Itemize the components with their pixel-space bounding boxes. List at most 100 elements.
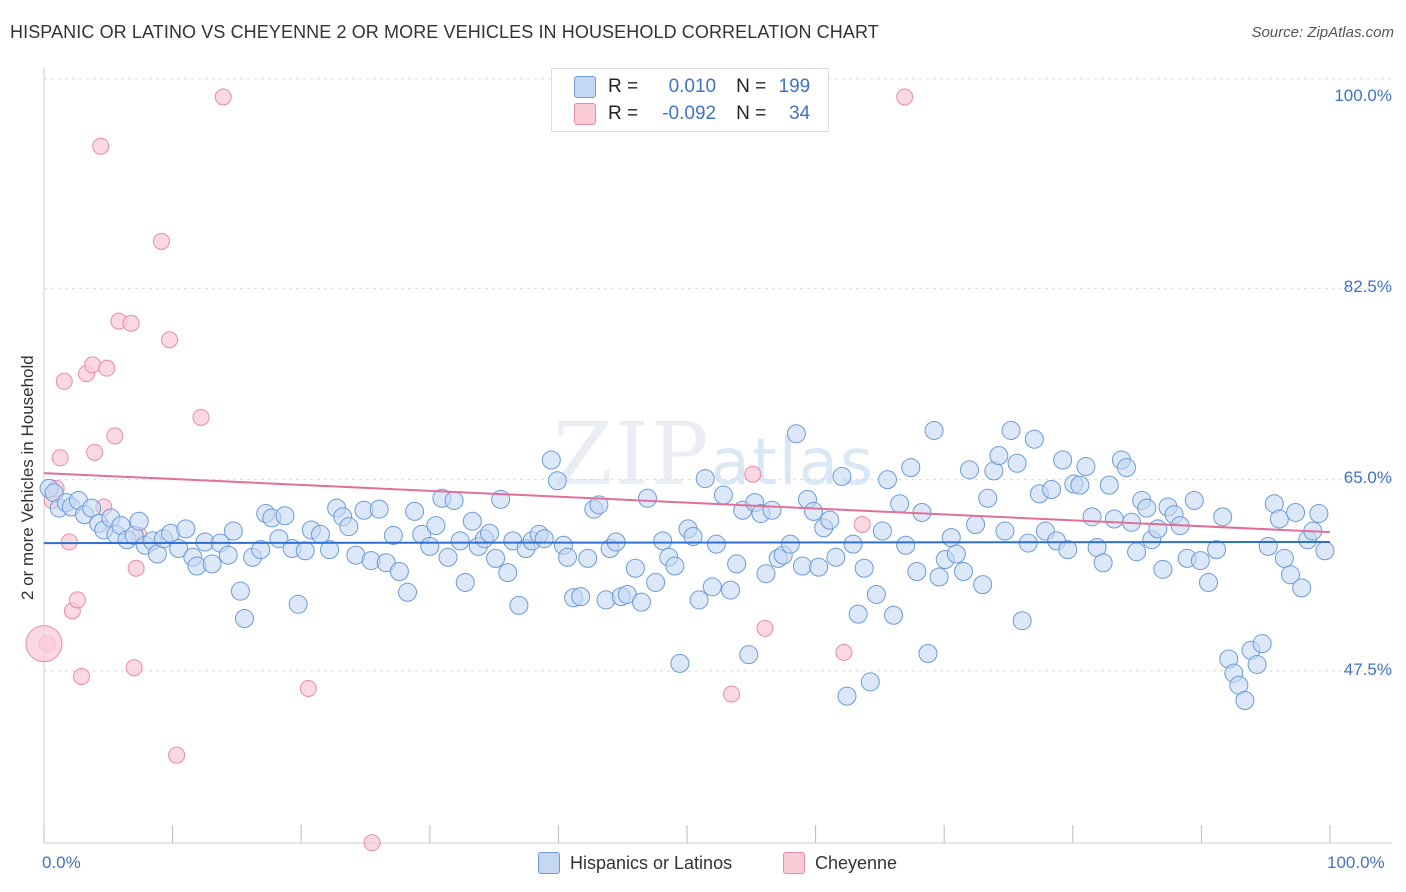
hispanic-point <box>1252 634 1272 654</box>
hispanic-point <box>670 653 690 673</box>
hispanic-point <box>547 471 567 491</box>
hispanic-point <box>896 535 916 555</box>
chart-title: HISPANIC OR LATINO VS CHEYENNE 2 OR MORE… <box>10 22 879 42</box>
hispanic-point <box>1235 691 1255 711</box>
trend-lines <box>43 472 1331 545</box>
hispanic-point <box>1198 572 1218 592</box>
cheyenne-point <box>723 685 741 703</box>
legend-n-value: 199 <box>778 76 811 97</box>
hispanic-point <box>1042 480 1062 500</box>
hispanic-point <box>1269 509 1289 529</box>
hispanic-point <box>444 490 464 510</box>
legend-row-cheyenne: R = -0.092 N = 34 <box>574 102 810 126</box>
legend-r-value: 0.010 <box>668 76 717 97</box>
hispanic-point <box>1076 457 1096 477</box>
hispanic-point <box>1258 536 1278 556</box>
hispanic-point <box>251 540 271 560</box>
hispanic-point <box>1148 519 1168 539</box>
cheyenne-point <box>72 667 90 685</box>
legend-swatch-cheyenne <box>574 103 596 125</box>
hispanic-point <box>695 469 715 489</box>
hispanic-point <box>907 562 927 582</box>
hispanic-point <box>1190 551 1210 571</box>
hispanic-point <box>625 558 645 578</box>
y-axis-label: 2 or more Vehicles in Household <box>18 355 37 600</box>
cheyenne-point <box>122 314 140 332</box>
cheyenne-points <box>25 88 914 852</box>
hispanic-point <box>169 539 189 559</box>
y-tick-label: 47.5% <box>1343 660 1392 679</box>
hispanic-trend-line <box>43 540 1331 545</box>
hispanic-point <box>455 572 475 592</box>
cheyenne-point <box>168 746 186 764</box>
hispanic-point <box>509 595 529 615</box>
cheyenne-point <box>756 619 774 637</box>
y-tick-label: 82.5% <box>1343 277 1392 296</box>
hispanic-point <box>486 548 506 568</box>
hispanic-point <box>683 527 703 547</box>
hispanic-point <box>1007 453 1027 473</box>
hispanic-point <box>860 672 880 692</box>
bottom-legend-cheyenne[interactable]: Cheyenne <box>783 852 897 874</box>
hispanic-point <box>995 521 1015 541</box>
hispanic-point <box>953 562 973 582</box>
watermark: ZIPatlas <box>553 405 875 505</box>
hispanic-point <box>1309 504 1329 524</box>
cheyenne-point <box>744 465 762 483</box>
hispanic-point <box>405 501 425 521</box>
hispanic-point <box>665 556 685 576</box>
hispanic-point <box>837 686 857 706</box>
cheyenne-trend-line <box>43 472 1331 534</box>
hispanic-point <box>929 567 949 587</box>
bottom-legend-swatch-hispanic <box>538 852 560 874</box>
hispanic-point <box>480 523 500 543</box>
hispanic-point <box>631 592 651 612</box>
hispanic-point <box>1315 541 1335 561</box>
bottom-legend-swatch-cheyenne <box>783 852 805 874</box>
hispanic-point <box>713 485 733 505</box>
hispanic-point <box>960 460 980 480</box>
hispanic-point <box>571 587 591 607</box>
legend-r-value: -0.092 <box>662 103 717 124</box>
cheyenne-point <box>214 88 232 106</box>
legend-r-label: R = <box>608 103 639 124</box>
cheyenne-point <box>299 679 317 697</box>
hispanic-point <box>369 499 389 519</box>
legend-r-label: R = <box>608 76 639 97</box>
legend: R = 0.010 N = 199 R = -0.092 N = 34 <box>551 68 829 132</box>
hispanic-point <box>727 554 747 574</box>
cheyenne-point <box>60 533 78 551</box>
hispanic-point <box>756 564 776 584</box>
hispanic-point <box>1213 507 1233 527</box>
hispanic-point <box>202 554 222 574</box>
hispanic-point <box>1153 559 1173 579</box>
hispanic-point <box>762 500 782 520</box>
cheyenne-point <box>363 834 381 852</box>
legend-swatch-hispanic <box>574 76 596 98</box>
watermark-zip: ZIP <box>553 405 711 505</box>
hispanic-point <box>589 495 609 515</box>
hispanic-point <box>534 529 554 549</box>
hispanic-point <box>295 541 315 561</box>
hispanic-point <box>1024 429 1044 449</box>
cheyenne-point <box>106 427 124 445</box>
y-tick-label: 65.0% <box>1343 468 1392 487</box>
hispanic-point <box>721 580 741 600</box>
hispanic-point <box>854 558 874 578</box>
hispanic-point <box>832 466 852 486</box>
hispanic-point <box>1137 498 1157 518</box>
hispanic-point <box>578 548 598 568</box>
hispanic-point <box>848 604 868 624</box>
hispanic-point <box>1104 509 1124 529</box>
x-tick-label-min: 0.0% <box>42 853 81 872</box>
hispanic-point <box>234 609 254 629</box>
hispanic-point <box>877 470 897 490</box>
bottom-legend-hispanic[interactable]: Hispanics or Latinos <box>538 852 732 874</box>
axes <box>43 68 1392 844</box>
cheyenne-point <box>84 356 102 374</box>
cheyenne-point <box>835 643 853 661</box>
hispanic-point <box>820 510 840 530</box>
hispanic-point <box>541 450 561 470</box>
legend-row-hispanic: R = 0.010 N = 199 <box>574 75 810 99</box>
